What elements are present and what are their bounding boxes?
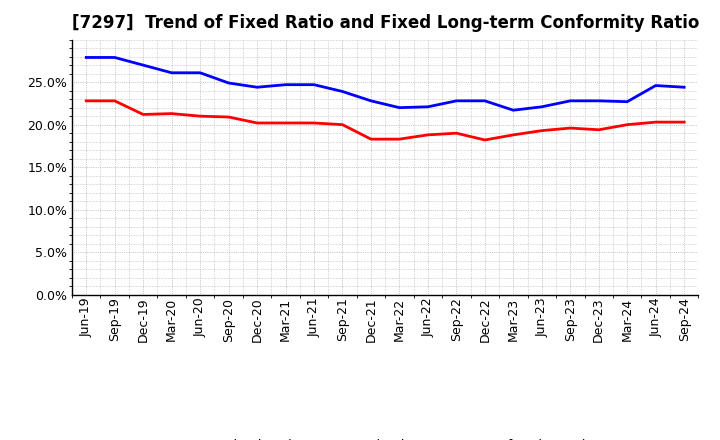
Fixed Long-term Conformity Ratio: [196, 114, 204, 119]
Fixed Ratio: [167, 70, 176, 75]
Fixed Long-term Conformity Ratio: [566, 125, 575, 131]
Fixed Long-term Conformity Ratio: [310, 120, 318, 125]
Fixed Ratio: [82, 55, 91, 60]
Fixed Long-term Conformity Ratio: [537, 128, 546, 133]
Fixed Ratio: [623, 99, 631, 104]
Fixed Long-term Conformity Ratio: [652, 120, 660, 125]
Fixed Long-term Conformity Ratio: [595, 127, 603, 132]
Fixed Long-term Conformity Ratio: [509, 132, 518, 138]
Fixed Ratio: [196, 70, 204, 75]
Fixed Ratio: [680, 84, 688, 90]
Fixed Long-term Conformity Ratio: [680, 120, 688, 125]
Fixed Long-term Conformity Ratio: [82, 98, 91, 103]
Legend: Fixed Ratio, Fixed Long-term Conformity Ratio: Fixed Ratio, Fixed Long-term Conformity …: [171, 434, 599, 440]
Fixed Long-term Conformity Ratio: [452, 131, 461, 136]
Line: Fixed Long-term Conformity Ratio: Fixed Long-term Conformity Ratio: [86, 101, 684, 140]
Fixed Long-term Conformity Ratio: [480, 137, 489, 143]
Fixed Long-term Conformity Ratio: [167, 111, 176, 116]
Fixed Ratio: [537, 104, 546, 110]
Fixed Ratio: [652, 83, 660, 88]
Fixed Long-term Conformity Ratio: [395, 136, 404, 142]
Fixed Ratio: [452, 98, 461, 103]
Fixed Ratio: [509, 107, 518, 113]
Fixed Ratio: [139, 62, 148, 68]
Fixed Ratio: [338, 89, 347, 94]
Fixed Long-term Conformity Ratio: [338, 122, 347, 127]
Fixed Long-term Conformity Ratio: [282, 120, 290, 125]
Fixed Ratio: [225, 81, 233, 86]
Fixed Long-term Conformity Ratio: [225, 114, 233, 120]
Fixed Ratio: [566, 98, 575, 103]
Fixed Ratio: [366, 98, 375, 103]
Title: [7297]  Trend of Fixed Ratio and Fixed Long-term Conformity Ratio: [7297] Trend of Fixed Ratio and Fixed Lo…: [71, 15, 699, 33]
Fixed Long-term Conformity Ratio: [623, 122, 631, 127]
Fixed Ratio: [480, 98, 489, 103]
Fixed Ratio: [110, 55, 119, 60]
Fixed Long-term Conformity Ratio: [110, 98, 119, 103]
Fixed Long-term Conformity Ratio: [366, 136, 375, 142]
Fixed Long-term Conformity Ratio: [423, 132, 432, 138]
Fixed Ratio: [595, 98, 603, 103]
Fixed Ratio: [253, 84, 261, 90]
Fixed Long-term Conformity Ratio: [139, 112, 148, 117]
Fixed Ratio: [310, 82, 318, 87]
Fixed Long-term Conformity Ratio: [253, 120, 261, 125]
Fixed Ratio: [395, 105, 404, 110]
Line: Fixed Ratio: Fixed Ratio: [86, 58, 684, 110]
Fixed Ratio: [423, 104, 432, 110]
Fixed Ratio: [282, 82, 290, 87]
